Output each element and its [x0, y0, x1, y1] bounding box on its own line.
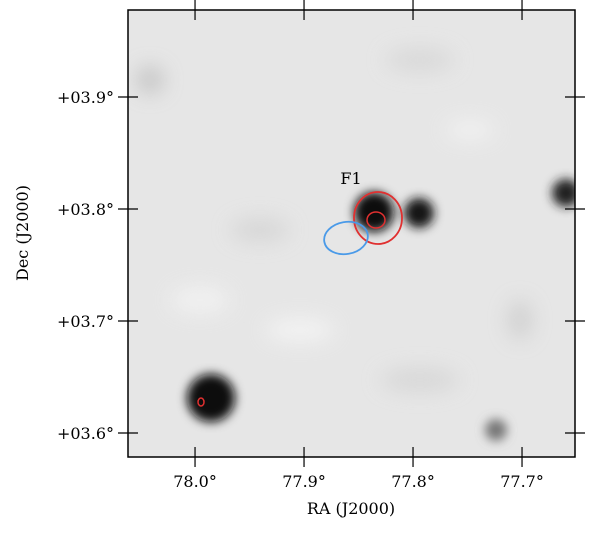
x-tick-label: 78.0°: [173, 472, 217, 491]
y-tick-label: +03.7°: [57, 312, 114, 331]
x-tick-label: 77.7°: [500, 472, 544, 491]
contour-red-small: [197, 397, 205, 407]
annotation: F1: [340, 169, 361, 188]
contour-red: [353, 191, 403, 245]
x-axis-label: RA (J2000): [307, 499, 395, 518]
y-tick-label: +03.9°: [57, 88, 114, 107]
plot-frame: [127, 9, 576, 458]
contour-red-inner: [366, 211, 386, 229]
y-axis-label: Dec (J2000): [13, 185, 32, 281]
sky-image: [128, 10, 575, 457]
x-tick-label: 77.9°: [282, 472, 326, 491]
x-tick-label: 77.8°: [391, 472, 435, 491]
contour-blue: [323, 220, 369, 256]
y-tick-label: +03.6°: [57, 424, 114, 443]
y-tick-label: +03.8°: [57, 200, 114, 219]
